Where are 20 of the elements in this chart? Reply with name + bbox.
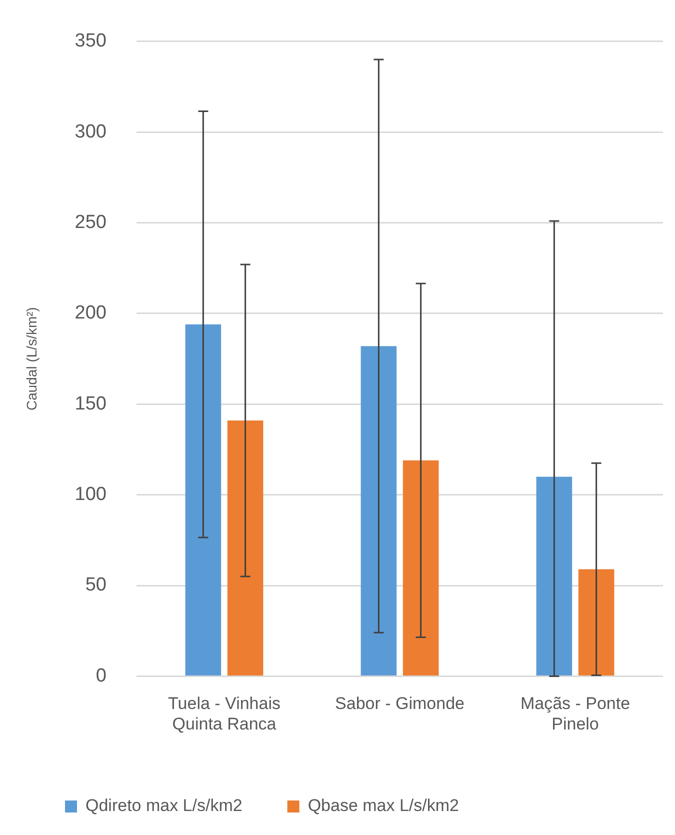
y-tick-label: 150 <box>74 393 106 414</box>
y-tick-label: 100 <box>74 484 106 506</box>
bar <box>185 324 222 676</box>
x-tick-label: Maçãs - Ponte Pinelo <box>520 694 630 734</box>
bar <box>360 346 397 676</box>
bar <box>402 460 439 676</box>
y-tick-label: 50 <box>85 574 106 596</box>
legend-label: Qbase max L/s/km2 <box>308 796 459 816</box>
x-tick-label: Sabor - Gimonde <box>335 694 464 714</box>
bar <box>227 420 264 676</box>
y-tick-label: 200 <box>74 302 106 324</box>
y-tick-label: 300 <box>74 121 106 142</box>
y-tick-label: 0 <box>96 665 106 686</box>
legend-label: Qdireto max L/s/km2 <box>86 796 242 816</box>
y-axis-title: Caudal (L/s/km²) <box>23 307 40 411</box>
bar <box>536 476 572 676</box>
y-tick-label: 250 <box>74 212 106 234</box>
x-tick-label: Tuela - Vinhais Quinta Ranca <box>168 694 280 734</box>
y-tick-label: 350 <box>74 30 106 52</box>
bar <box>578 569 614 676</box>
